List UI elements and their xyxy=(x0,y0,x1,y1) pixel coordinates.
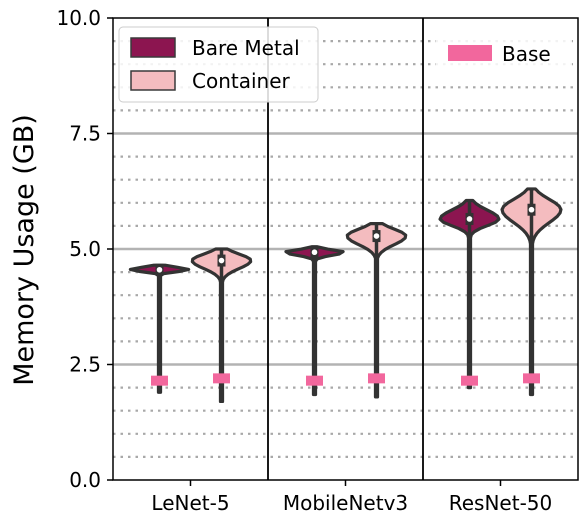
base-markers xyxy=(151,373,540,386)
legend-label-container: Container xyxy=(192,69,291,93)
legend-base: Base xyxy=(436,34,572,74)
legend-label-bare-metal: Bare Metal xyxy=(192,36,300,60)
x-tick-label: MobileNetv3 xyxy=(283,491,408,515)
base-marker xyxy=(461,375,478,386)
x-axis: LeNet-5 MobileNetv3 ResNet-50 xyxy=(151,480,552,515)
base-marker xyxy=(368,373,385,384)
y-tick-label: 0.0 xyxy=(69,468,101,492)
x-tick-label: ResNet-50 xyxy=(449,491,553,515)
violin-median-dot xyxy=(528,206,535,213)
violin-median-dot xyxy=(466,216,473,222)
base-marker xyxy=(151,375,168,386)
y-tick-label: 7.5 xyxy=(69,122,101,146)
y-tick-label: 10.0 xyxy=(56,6,101,30)
violin-median-dot xyxy=(373,233,380,239)
legend-label-base: Base xyxy=(502,42,551,66)
violin-median-dot xyxy=(218,257,225,264)
y-axis: 0.0 2.5 5.0 7.5 10.0 xyxy=(56,6,113,492)
y-axis-label: Memory Usage (GB) xyxy=(9,114,40,386)
legend-swatch-base xyxy=(448,45,492,61)
legend-swatch-bare-metal xyxy=(130,37,176,58)
violin-median-dot xyxy=(156,266,163,273)
grid-lines xyxy=(113,39,578,458)
y-tick-label: 2.5 xyxy=(69,353,101,377)
legend-frame-base xyxy=(436,34,572,74)
base-marker xyxy=(523,373,540,384)
base-marker xyxy=(213,373,230,384)
base-marker xyxy=(306,375,323,386)
violin-median-dot xyxy=(311,249,318,256)
y-tick-label: 5.0 xyxy=(69,237,101,261)
x-tick-label: LeNet-5 xyxy=(151,491,229,515)
violins xyxy=(128,187,563,404)
legend-swatch-container xyxy=(130,70,176,91)
legend: Bare Metal Container xyxy=(118,26,319,103)
